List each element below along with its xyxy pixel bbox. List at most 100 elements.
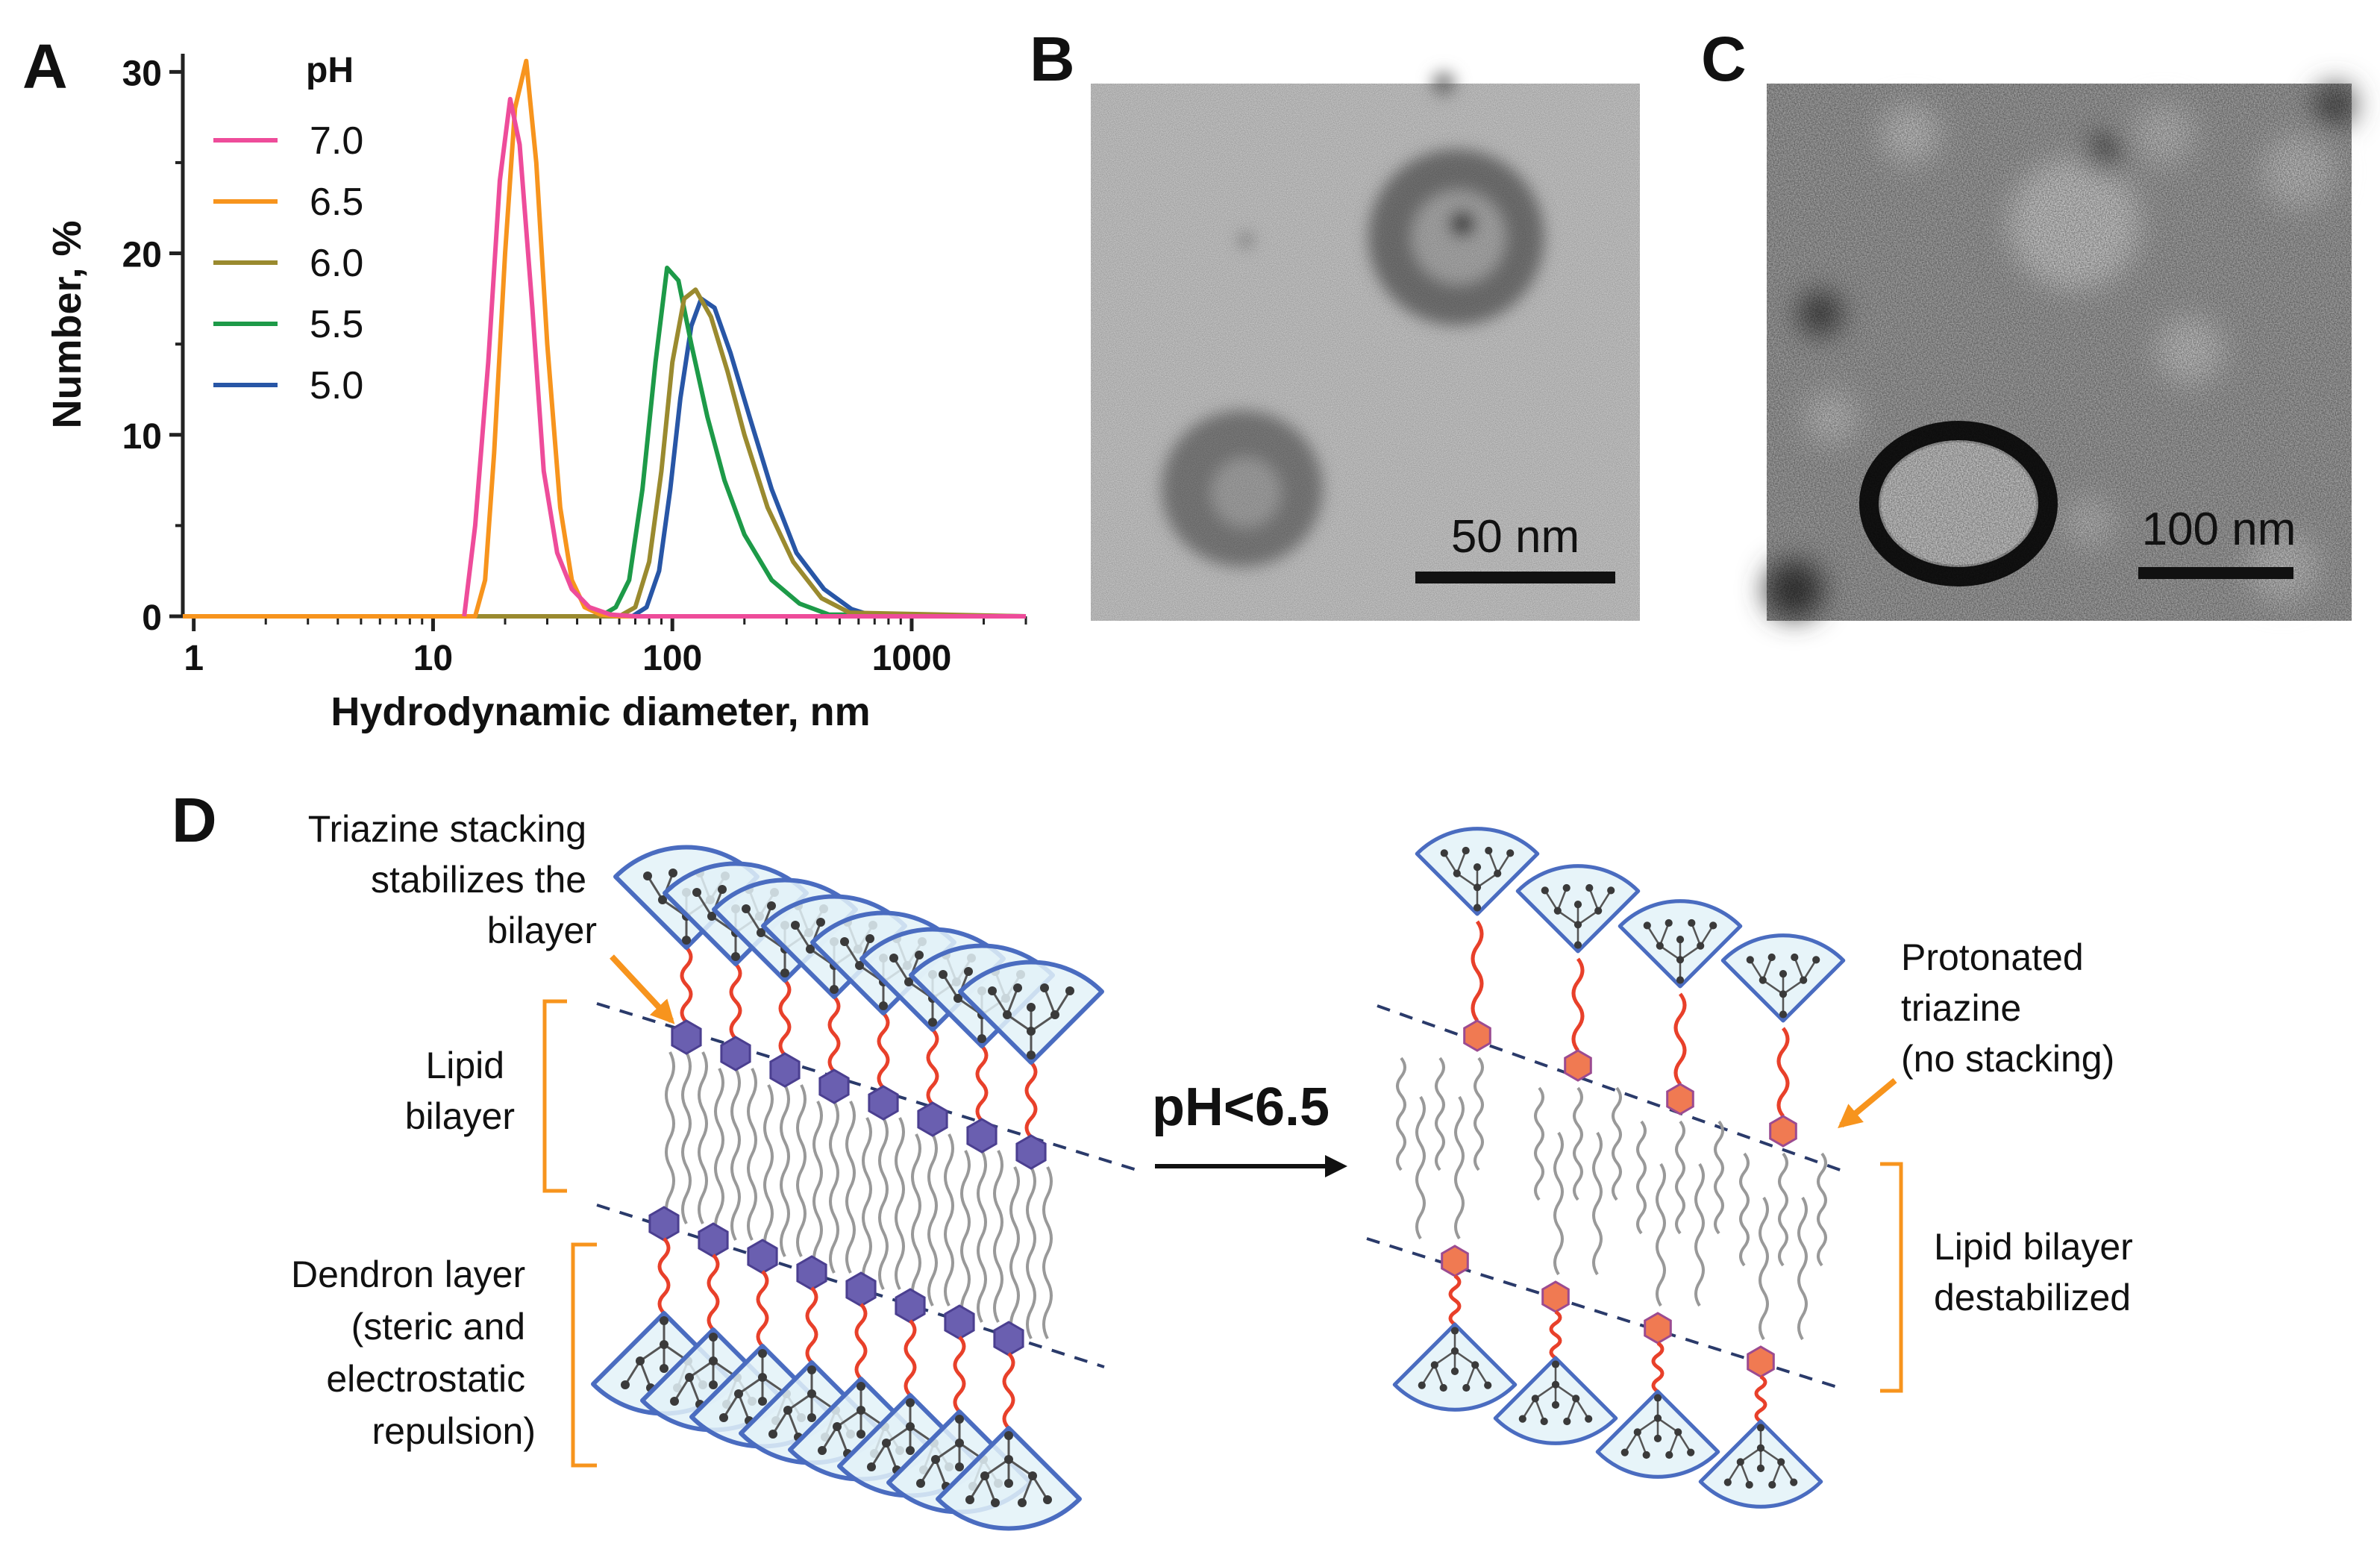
lipid-tail	[1714, 1120, 1724, 1235]
wavy-chain	[1549, 1309, 1562, 1360]
triazine-hexagon	[1747, 1345, 1775, 1378]
chart-xlabel: Hydrodynamic diameter, nm	[331, 689, 870, 734]
chart-axes: 0 10 20 30 1 10 100 1000	[122, 54, 1027, 678]
x-tick-label: 100	[642, 639, 702, 678]
dls-chart: 0 10 20 30 1 10 100 1000 pH 7.0 6.5 6.0 5.5 5.0 Hydr…	[45, 51, 1027, 734]
dendron-bracket-left	[571, 1242, 597, 1468]
dendron-wedge	[1515, 864, 1641, 954]
triazine-hexagon	[944, 1304, 975, 1340]
series-line-ph-5-5	[183, 266, 1027, 619]
lipid-tail	[1042, 1166, 1053, 1339]
lipid-tail	[1778, 1152, 1788, 1267]
wavy-chain	[756, 1270, 769, 1348]
dendron-wedge	[1698, 1419, 1823, 1509]
wavy-chain	[805, 1286, 818, 1364]
bilayer-diagram: Triazine stacking stabilizes the bilayer…	[291, 808, 2133, 1531]
series-line-ph-5-0	[183, 296, 1026, 619]
lipid-tail	[665, 1051, 675, 1224]
panel-label-d: D	[172, 785, 217, 855]
lipid-tail	[1474, 1057, 1484, 1171]
triazine-hexagon	[1564, 1049, 1592, 1082]
series-line-ph-6-5	[183, 58, 1026, 619]
triazine-hexagon	[1769, 1115, 1797, 1148]
lipid-tail	[911, 1133, 921, 1306]
legend-label: 5.0	[310, 364, 363, 407]
lipid-tail	[1534, 1086, 1544, 1201]
lipid-tail	[747, 1068, 757, 1241]
destabilized-bilayer	[1366, 827, 1846, 1509]
lipid-bracket-left	[542, 999, 567, 1193]
lipid-tail	[780, 1084, 790, 1257]
dendron-wedge	[1720, 933, 1846, 1023]
chart-series-group	[183, 58, 1027, 619]
lipid-tail	[1759, 1196, 1769, 1341]
x-tick-label: 1000	[872, 639, 952, 678]
triazine-hexagon	[720, 1036, 751, 1071]
lipid-tail	[1009, 1166, 1020, 1339]
y-tick-label: 10	[122, 417, 162, 457]
wavy-chain	[729, 963, 742, 1040]
wavy-chain	[1754, 1374, 1767, 1424]
lipid-tail	[993, 1150, 1003, 1323]
scale-bar-b	[1415, 572, 1615, 583]
dendron-wedge	[1415, 827, 1540, 916]
triazine-hexagon	[966, 1118, 998, 1154]
x-tick-label: 1	[184, 639, 204, 678]
panel-label-a: A	[22, 31, 68, 101]
wavy-chain	[657, 1237, 671, 1315]
wavy-chain	[1002, 1352, 1015, 1430]
dendron-wedge	[1392, 1322, 1518, 1412]
dendron-wedge	[958, 960, 1104, 1065]
wavy-chain	[1571, 957, 1585, 1052]
triazine-hexagon	[818, 1068, 850, 1104]
wavy-chain	[680, 946, 693, 1024]
lipid-tail	[812, 1101, 823, 1274]
lipid-tail	[1612, 1086, 1622, 1201]
wavy-chain	[904, 1319, 917, 1397]
triazine-hexagon	[698, 1222, 729, 1258]
wavy-chain	[926, 1028, 939, 1106]
chart-ylabel: Number, %	[45, 220, 90, 428]
dendron-wedge	[936, 1426, 1082, 1531]
wavy-chain	[975, 1045, 989, 1122]
dendron-wedge	[1493, 1356, 1618, 1445]
upper-leaflet-line	[1377, 1004, 1845, 1173]
lipid-tail	[1694, 1162, 1705, 1307]
triazine-hexagon	[1644, 1312, 1672, 1345]
triazine-hexagon	[769, 1052, 801, 1088]
legend-label: 6.5	[310, 181, 363, 224]
wavy-chain	[707, 1254, 720, 1331]
wavy-chain	[827, 995, 841, 1073]
triazine-hexagon	[1015, 1134, 1047, 1170]
lipid-tail	[829, 1101, 839, 1274]
wavy-chain	[854, 1303, 868, 1380]
wavy-chain	[1448, 1274, 1462, 1327]
destabilized-bracket	[1880, 1162, 1903, 1393]
panel-label-c: C	[1701, 24, 1747, 94]
dendron-wedge	[1618, 899, 1743, 989]
triazine-hexagon	[1666, 1083, 1694, 1115]
triazine-hexagon	[868, 1085, 899, 1121]
triazine-hexagon	[845, 1271, 877, 1307]
micrograph-c: 100 nm	[1764, 84, 2356, 621]
y-tick-label: 20	[122, 236, 162, 275]
lipid-tail	[1675, 1120, 1685, 1235]
lipid-tail	[862, 1117, 872, 1290]
wavy-chain	[1471, 920, 1484, 1022]
lipid-tail	[1573, 1086, 1583, 1201]
lipid-tail	[1415, 1095, 1426, 1240]
x-tick-label: 10	[413, 639, 453, 678]
lipid-tail	[1656, 1162, 1666, 1307]
lipid-tail	[698, 1051, 708, 1224]
legend-label: 7.0	[310, 119, 363, 163]
triazine-hexagon	[895, 1288, 926, 1324]
legend-title: pH	[306, 51, 354, 90]
lipid-tail	[714, 1068, 724, 1241]
triazine-hexagon	[1441, 1245, 1469, 1277]
micrograph-b: 50 nm	[1091, 72, 1640, 621]
scale-label-c: 100 nm	[2142, 504, 2296, 555]
lipid-tail	[763, 1084, 774, 1257]
triazine-hexagon	[917, 1101, 948, 1137]
wavy-chain	[1651, 1341, 1665, 1394]
triazine-hexagon	[671, 1019, 702, 1055]
